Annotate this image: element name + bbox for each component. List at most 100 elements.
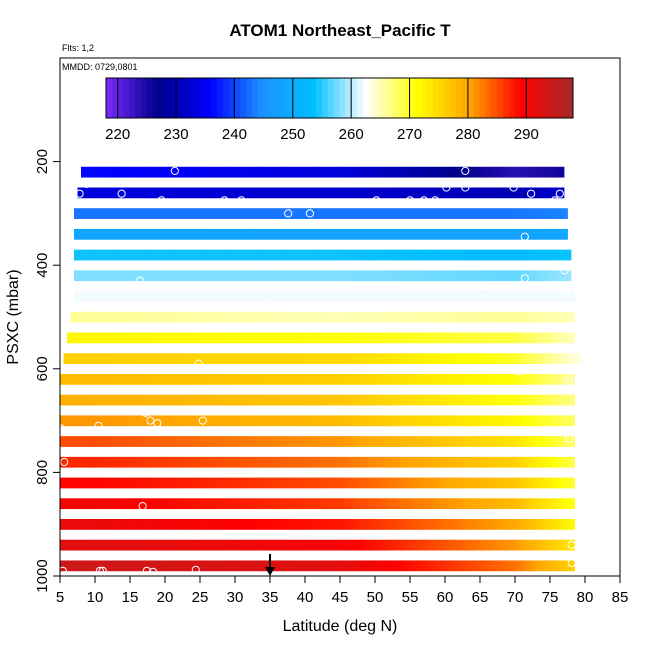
heatmap-cell (336, 208, 341, 219)
heatmap-cell (74, 291, 78, 302)
heatmap-cell (354, 208, 358, 219)
heatmap-cell (291, 373, 295, 385)
observation-point (520, 274, 529, 283)
heatmap-cell (168, 477, 173, 489)
heatmap-cell (329, 166, 334, 178)
heatmap-cell (557, 539, 561, 551)
heatmap-cell (147, 249, 152, 261)
heatmap-cell (249, 187, 253, 199)
heatmap-cell (473, 208, 477, 219)
heatmap-cell (525, 456, 530, 468)
heatmap-cell (452, 519, 456, 530)
heatmap-cell (469, 415, 474, 427)
heatmap-cell (406, 436, 411, 447)
heatmap-cell (214, 539, 218, 551)
heatmap-cell (406, 208, 411, 219)
heatmap-cell (361, 291, 365, 302)
heatmap-cell (431, 539, 435, 551)
heatmap-cell (515, 228, 519, 240)
heatmap-cell (385, 332, 390, 344)
heatmap-cell (116, 560, 120, 572)
heatmap-cell (105, 373, 110, 385)
heatmap-cell (137, 456, 141, 468)
heatmap-cell (200, 291, 204, 302)
heatmap-cell (427, 477, 432, 489)
heatmap-cell (364, 228, 369, 240)
heatmap-cell (126, 436, 131, 447)
heatmap-cell (518, 291, 523, 302)
heatmap-cell (319, 373, 323, 385)
heatmap-cell (434, 249, 439, 261)
heatmap-cell (133, 208, 138, 219)
heatmap-cell (91, 228, 96, 240)
heatmap-cell (200, 498, 204, 510)
heatmap-cell (319, 332, 323, 344)
heatmap-cell (235, 249, 239, 261)
heatmap-cell (221, 456, 225, 468)
heatmap-cell (543, 228, 547, 240)
heatmap-cell (389, 394, 393, 406)
heatmap-cell (347, 415, 351, 427)
heatmap-cell (280, 394, 285, 406)
heatmap-cell (203, 539, 208, 551)
heatmap-cell (119, 249, 124, 261)
heatmap-cell (543, 560, 547, 572)
heatmap-cell (326, 270, 330, 282)
heatmap-cell (490, 436, 495, 447)
heatmap-cell (406, 249, 411, 261)
heatmap-cell (172, 539, 176, 551)
heatmap-cell (203, 394, 208, 406)
heatmap-cell (147, 373, 152, 385)
heatmap-cell (368, 498, 372, 510)
heatmap-cell (441, 373, 446, 385)
heatmap-cell (102, 208, 106, 219)
heatmap-cell (214, 373, 218, 385)
heatmap-cell (567, 249, 572, 261)
heatmap-cell (77, 539, 82, 551)
heatmap-cell (459, 311, 463, 323)
observation-point (483, 294, 492, 303)
heatmap-cell (266, 456, 271, 468)
heatmap-cell (308, 187, 313, 199)
heatmap-cell (567, 332, 572, 344)
heatmap-cell (116, 498, 120, 510)
heatmap-cell (308, 166, 313, 178)
heatmap-cell (116, 249, 120, 261)
heatmap-cell (315, 249, 320, 261)
heatmap-cell (438, 249, 442, 261)
heatmap-cell (543, 519, 547, 530)
heatmap-cell (193, 456, 197, 468)
heatmap-cell (417, 373, 421, 385)
heatmap-cell (266, 228, 271, 240)
heatmap-cell (480, 187, 484, 199)
heatmap-cell (235, 353, 239, 365)
heatmap-cell (511, 228, 516, 240)
heatmap-cell (501, 539, 505, 551)
heatmap-cell (487, 436, 491, 447)
heatmap-cell (434, 477, 439, 489)
heatmap-cell (522, 519, 526, 530)
heatmap-cell (98, 456, 103, 468)
heatmap-cell (186, 373, 190, 385)
heatmap-cell (459, 519, 463, 530)
heatmap-cell (410, 249, 414, 261)
heatmap-cell (343, 394, 348, 406)
colorbar-segment (304, 78, 311, 118)
heatmap-cell (350, 291, 355, 302)
heatmap-cell (130, 477, 134, 489)
colorbar-tick-label: 270 (397, 126, 422, 143)
heatmap-cell (161, 270, 166, 282)
heatmap-cell (189, 477, 194, 489)
heatmap-cell (434, 373, 439, 385)
heatmap-cell (424, 498, 428, 510)
heatmap-cell (210, 332, 215, 344)
observation-point (567, 540, 576, 550)
heatmap-cell (112, 291, 117, 302)
heatmap-cell (410, 332, 414, 344)
heatmap-cell (193, 498, 197, 510)
heatmap-cell (567, 415, 572, 427)
heatmap-cell (406, 560, 411, 572)
heatmap-cell (497, 373, 502, 385)
heatmap-cell (91, 519, 96, 530)
heatmap-cell (245, 519, 250, 530)
